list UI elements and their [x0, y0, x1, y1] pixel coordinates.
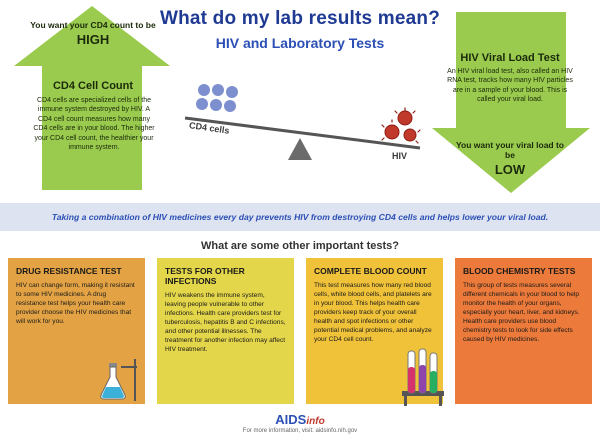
- card-blood-chemistry: BLOOD CHEMISTRY TESTS This group of test…: [455, 258, 592, 404]
- viral-want-line: You want your viral load to be: [456, 140, 564, 160]
- up-arrow-icon: [14, 6, 170, 190]
- page-subtitle: HIV and Laboratory Tests: [215, 35, 385, 51]
- cd4-want-line: You want your CD4 count to be: [30, 20, 156, 30]
- footer-note: For more information, visit: aidsinfo.ni…: [242, 428, 358, 434]
- viral-load-heading: HIV Viral Load Test: [460, 52, 560, 64]
- page-title: What do my lab results mean?: [159, 8, 441, 29]
- card-title: TESTS FOR OTHER INFECTIONS: [165, 266, 245, 286]
- hiv-label: HIV: [392, 151, 408, 161]
- cd4-want-block: You want your CD4 count to be HIGH: [28, 20, 158, 47]
- card-drug-resistance: DRUG RESISTANCE TEST HIV can change form…: [8, 258, 145, 404]
- logo-sub: info: [306, 416, 325, 427]
- flask-icon: [100, 359, 137, 401]
- aidsinfo-logo: AIDSinfo: [0, 412, 600, 427]
- card-body: HIV can change form, making it resistant…: [16, 282, 135, 325]
- virus-icon: [384, 110, 417, 142]
- seesaw-fulcrum: [288, 138, 312, 160]
- cd4-heading: CD4 Cell Count: [52, 80, 134, 92]
- logo-main: AIDS: [275, 412, 307, 427]
- card-body: This group of tests measures several dif…: [463, 282, 580, 343]
- seesaw-icon: [184, 84, 421, 160]
- seesaw-beam: [184, 116, 421, 150]
- banner-text: Taking a combination of HIV medicines ev…: [51, 212, 549, 222]
- card-title: DRUG RESISTANCE TEST: [16, 266, 122, 276]
- test-tubes-icon: [402, 348, 444, 406]
- medicine-banner: Taking a combination of HIV medicines ev…: [0, 203, 600, 231]
- card-body: This test measures how many red blood ce…: [314, 282, 432, 343]
- card-body: HIV weakens the immune system, leaving p…: [165, 292, 286, 353]
- cd4-cells-icon: [196, 84, 238, 112]
- viral-load-body: An HIV viral load test, also called an H…: [447, 68, 573, 104]
- card-other-infections: TESTS FOR OTHER INFECTIONS HIV weakens t…: [157, 258, 294, 404]
- down-arrow-icon: [432, 12, 590, 193]
- other-tests-heading: What are some other important tests?: [200, 240, 400, 252]
- card-title: BLOOD CHEMISTRY TESTS: [463, 266, 576, 276]
- cd4-body: CD4 cells are specialized cells of the i…: [33, 97, 155, 152]
- card-title: COMPLETE BLOOD COUNT: [314, 266, 427, 276]
- cd4-want-value: HIGH: [76, 32, 110, 47]
- viral-want-value: LOW: [494, 162, 526, 177]
